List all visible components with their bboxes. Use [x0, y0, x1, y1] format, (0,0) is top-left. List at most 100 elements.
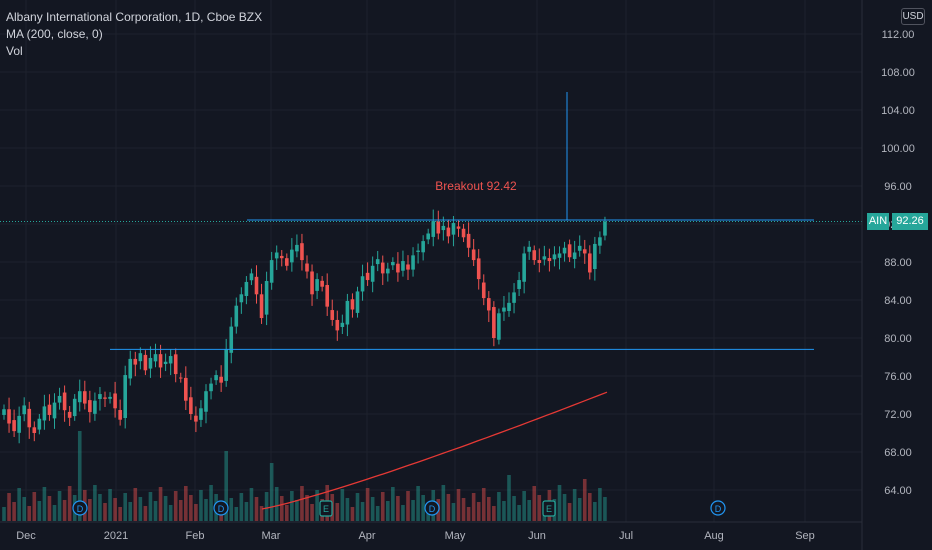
time-tick: Mar [262, 530, 281, 542]
volume-bar [93, 485, 97, 521]
volume-bar [345, 498, 350, 521]
candle-body [310, 271, 314, 295]
volume-bar [492, 506, 496, 521]
candle-body [330, 310, 335, 320]
candle-body [436, 221, 441, 234]
candle-body [572, 252, 577, 259]
volume-bar [254, 497, 259, 521]
volume-bar [401, 505, 405, 521]
time-tick: Jul [619, 530, 633, 542]
candle-body [103, 397, 107, 399]
chart-legend: Albany International Corporation, 1D, Cb… [6, 9, 262, 60]
candle-body [365, 272, 370, 281]
volume-bar [588, 493, 592, 521]
candle-body [567, 244, 572, 258]
volume-bar [386, 501, 390, 521]
volume-label[interactable]: Vol [6, 44, 23, 58]
candle-body [249, 273, 254, 281]
candle-body [532, 250, 537, 261]
candle-body [552, 254, 557, 260]
candle-body [67, 411, 72, 418]
volume-bar [582, 479, 587, 521]
time-tick: Dec [16, 530, 36, 542]
candle-body [582, 249, 587, 254]
volume-bar [593, 502, 597, 521]
candle-body [512, 292, 516, 303]
candle-body [295, 244, 299, 252]
volume-bar [194, 504, 198, 521]
volume-bar [279, 496, 284, 521]
candle-body [178, 377, 183, 379]
candle-body [456, 226, 461, 229]
volume-bar [527, 500, 531, 521]
candle-body [446, 227, 451, 237]
volume-bar [567, 503, 572, 521]
candle-body [426, 233, 430, 240]
dividend-marker [424, 500, 440, 516]
volume-bar [285, 505, 289, 521]
candle-body [108, 396, 112, 399]
currency-button[interactable]: USD [901, 8, 925, 25]
volume-bar [481, 488, 486, 521]
volume-bar [163, 496, 168, 521]
candle-body [562, 247, 567, 254]
volume-bar [153, 501, 158, 521]
volume-bar [512, 496, 516, 521]
volume-bar [158, 487, 163, 521]
earnings-marker [319, 500, 333, 517]
volume-bar [502, 501, 506, 521]
volume-bar [517, 505, 521, 521]
candle-body [325, 284, 329, 307]
candle-body [507, 302, 511, 312]
volume-bar [2, 507, 6, 521]
candle-body [214, 375, 218, 381]
candle-body [557, 253, 562, 258]
candle-body [234, 305, 239, 327]
volume-bar [47, 496, 52, 521]
ma200-line [261, 391, 608, 510]
volume-bar [355, 493, 360, 521]
price-tick: 108.00 [881, 67, 915, 79]
volume-bar [32, 492, 37, 521]
price-tick: 96.00 [884, 181, 912, 193]
volume-bar [274, 487, 279, 521]
volume-bar [17, 488, 21, 521]
time-tick: Sep [795, 530, 815, 542]
volume-bar [532, 486, 537, 521]
volume-bar [143, 506, 148, 521]
event-marker-label: D [77, 504, 84, 514]
time-axis: Dec 2021 Feb Mar Apr May Jun Jul Aug Sep [16, 530, 815, 542]
volume-bar [441, 485, 446, 521]
symbol-price-tag: AIN [867, 213, 889, 230]
candle-body [593, 243, 597, 270]
candle-body [517, 280, 521, 289]
candle-body [229, 326, 234, 353]
symbol-title[interactable]: Albany International Corporation, 1D, Cb… [6, 10, 263, 24]
indicator-label[interactable]: MA (200, close, 0) [6, 27, 103, 41]
candle-body [481, 282, 486, 299]
candle-body [138, 353, 143, 362]
candle-body [492, 307, 496, 338]
volume-bar [370, 497, 375, 521]
candle-body [47, 404, 52, 415]
candle-body [133, 358, 138, 365]
candle-body [88, 400, 92, 413]
volume-bar [189, 495, 193, 521]
candle-body [83, 391, 87, 404]
volume-bar [416, 486, 420, 521]
volume-bar [476, 502, 481, 521]
volume-bar [421, 495, 425, 521]
candle-body [375, 259, 380, 265]
volume-bar [108, 489, 112, 521]
volume-bar [244, 502, 249, 521]
candle-body [431, 221, 436, 237]
volume-bar [340, 489, 345, 521]
volume-bar [264, 492, 269, 521]
event-marker-label: D [429, 504, 436, 514]
grid [0, 0, 862, 522]
candle-body [300, 243, 304, 261]
candle-body [128, 358, 133, 379]
volume-bar [269, 463, 274, 521]
